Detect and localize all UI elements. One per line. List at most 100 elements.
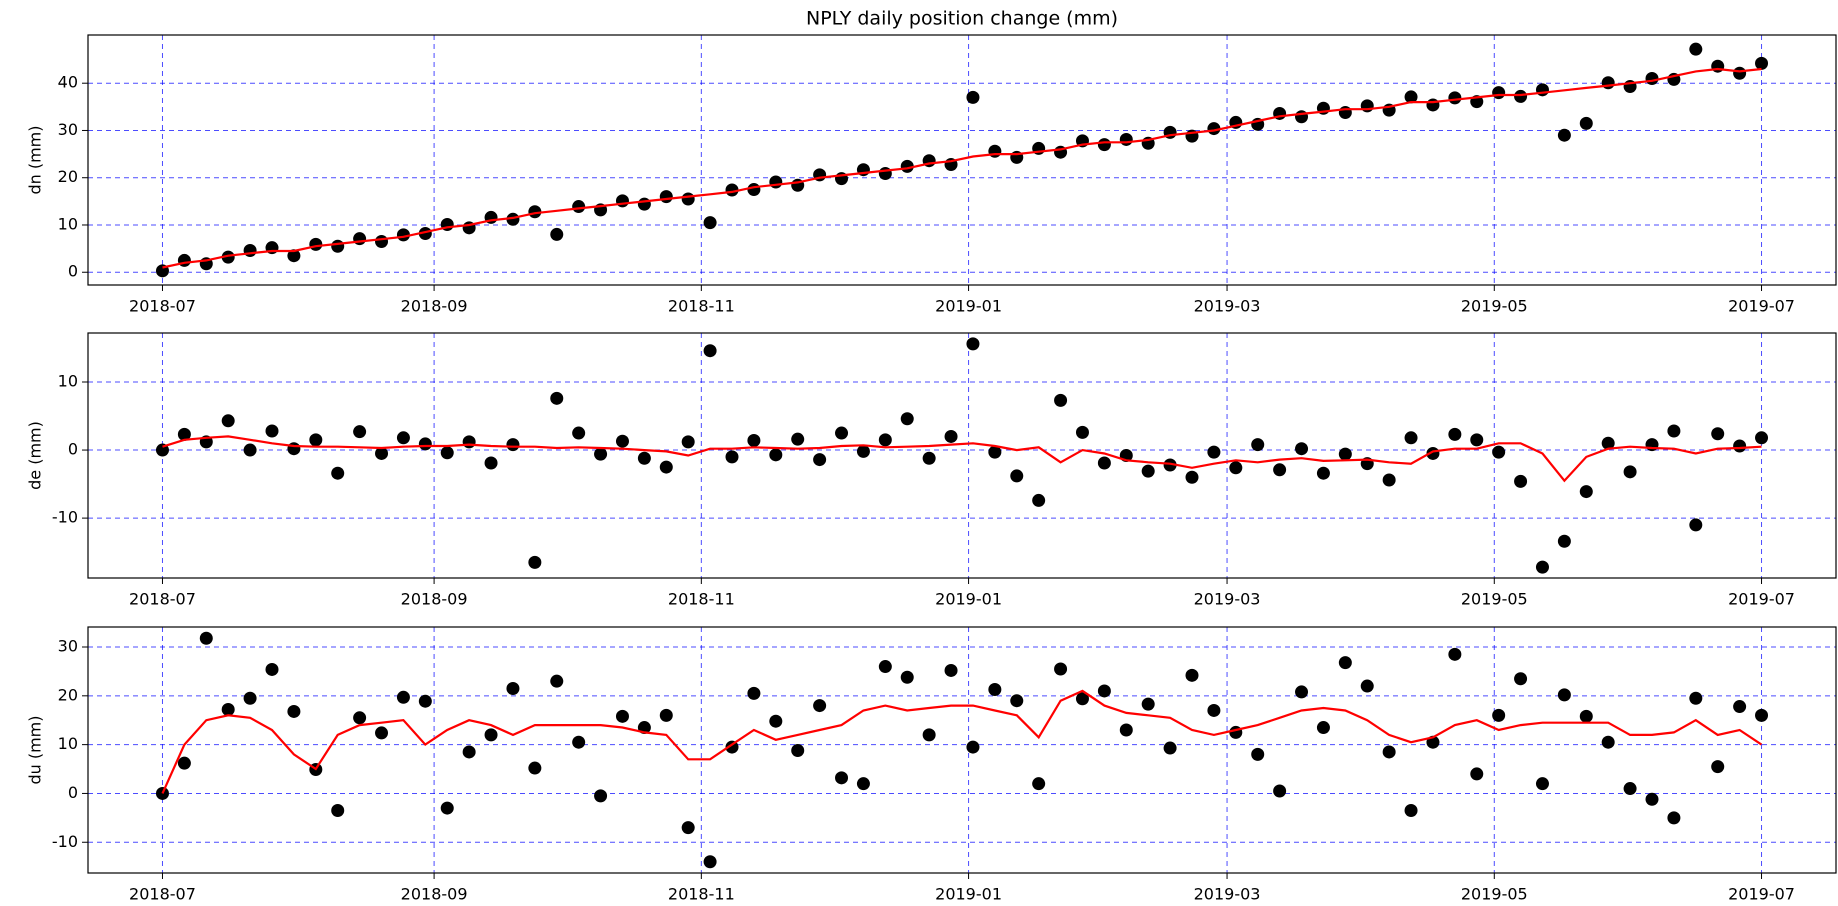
point xyxy=(703,216,717,230)
point xyxy=(177,756,191,770)
subplot: -10 0 10 20 30 2018-07 2018-09 2018-11 2019-01 20… xyxy=(26,626,1837,904)
point xyxy=(1032,493,1046,507)
point xyxy=(396,431,410,445)
point xyxy=(703,855,717,869)
point xyxy=(418,226,432,240)
point xyxy=(637,451,651,465)
point xyxy=(747,686,761,700)
point xyxy=(988,682,1002,696)
x-tick-label: 2018-09 xyxy=(401,885,468,904)
point xyxy=(966,740,980,754)
point xyxy=(659,190,673,204)
x-tick-label: 2019-07 xyxy=(1728,297,1795,316)
point xyxy=(1579,485,1593,499)
trend-line xyxy=(162,435,1762,483)
y-tick-label: -10 xyxy=(52,832,78,851)
y-tick-label: 10 xyxy=(58,214,78,233)
x-tick-label: 2019-01 xyxy=(935,590,1002,609)
point xyxy=(1141,464,1155,478)
point xyxy=(1054,393,1068,407)
point xyxy=(440,446,454,460)
x-tick-label: 2019-07 xyxy=(1728,885,1795,904)
point xyxy=(287,704,301,718)
point xyxy=(769,714,783,728)
point xyxy=(1733,66,1747,80)
point xyxy=(1514,474,1528,488)
point xyxy=(243,244,257,258)
point xyxy=(243,443,257,457)
point xyxy=(1097,138,1111,152)
point xyxy=(1382,745,1396,759)
point xyxy=(988,445,1002,459)
point xyxy=(1711,59,1725,73)
point xyxy=(506,682,520,695)
point xyxy=(878,660,892,674)
point xyxy=(418,437,432,451)
point xyxy=(1141,697,1155,711)
point xyxy=(243,691,257,705)
point xyxy=(462,435,476,449)
point xyxy=(1338,447,1352,461)
point xyxy=(1535,83,1549,97)
point xyxy=(506,438,520,452)
point xyxy=(1229,461,1243,475)
point xyxy=(572,200,586,214)
point xyxy=(769,448,783,462)
point xyxy=(572,735,586,749)
point xyxy=(528,761,542,775)
point xyxy=(1338,656,1352,670)
subplot: 0 10 20 30 40 2018-07 2018-09 2018-11 2019-01 201… xyxy=(26,34,1837,316)
x-tick-label: 2019-05 xyxy=(1461,590,1528,609)
point xyxy=(769,175,783,189)
x-tick-label: 2018-07 xyxy=(129,297,196,316)
point xyxy=(484,456,498,470)
point xyxy=(1667,811,1681,825)
point xyxy=(1010,694,1024,708)
point xyxy=(1492,445,1506,459)
point xyxy=(528,555,542,569)
point xyxy=(1601,735,1615,749)
point xyxy=(1733,439,1747,453)
point xyxy=(922,728,936,742)
x-tick-label: 2018-09 xyxy=(401,590,468,609)
trend-line xyxy=(161,689,1763,794)
x-tick-label: 2018-11 xyxy=(668,885,735,904)
point xyxy=(1163,458,1177,472)
point xyxy=(747,183,761,197)
point xyxy=(659,460,673,474)
point xyxy=(988,144,1002,158)
point xyxy=(484,728,498,742)
point xyxy=(1075,692,1089,706)
point xyxy=(1601,76,1615,90)
y-axis-label: dn (mm) xyxy=(26,125,45,194)
point xyxy=(1273,463,1287,477)
point xyxy=(966,90,980,104)
point xyxy=(1185,470,1199,484)
plot-frame xyxy=(87,626,1837,874)
point xyxy=(1207,445,1221,459)
point xyxy=(1360,679,1374,693)
point xyxy=(615,194,629,208)
point xyxy=(177,253,191,267)
x-tick-label: 2019-07 xyxy=(1728,590,1795,609)
point xyxy=(878,166,892,180)
x-tick-label: 2019-01 xyxy=(935,885,1002,904)
point xyxy=(944,429,958,443)
point xyxy=(1645,792,1659,806)
y-tick-label: -10 xyxy=(52,508,78,527)
point xyxy=(615,709,629,723)
point xyxy=(747,434,761,448)
point xyxy=(1557,688,1571,702)
point xyxy=(594,447,608,461)
point xyxy=(813,453,827,467)
point xyxy=(725,450,739,464)
point xyxy=(659,708,673,722)
point xyxy=(309,237,323,251)
point xyxy=(1097,456,1111,470)
point xyxy=(1295,685,1309,699)
point xyxy=(353,232,367,246)
point xyxy=(418,694,432,708)
x-tick-label: 2019-01 xyxy=(935,297,1002,316)
point xyxy=(1601,436,1615,450)
